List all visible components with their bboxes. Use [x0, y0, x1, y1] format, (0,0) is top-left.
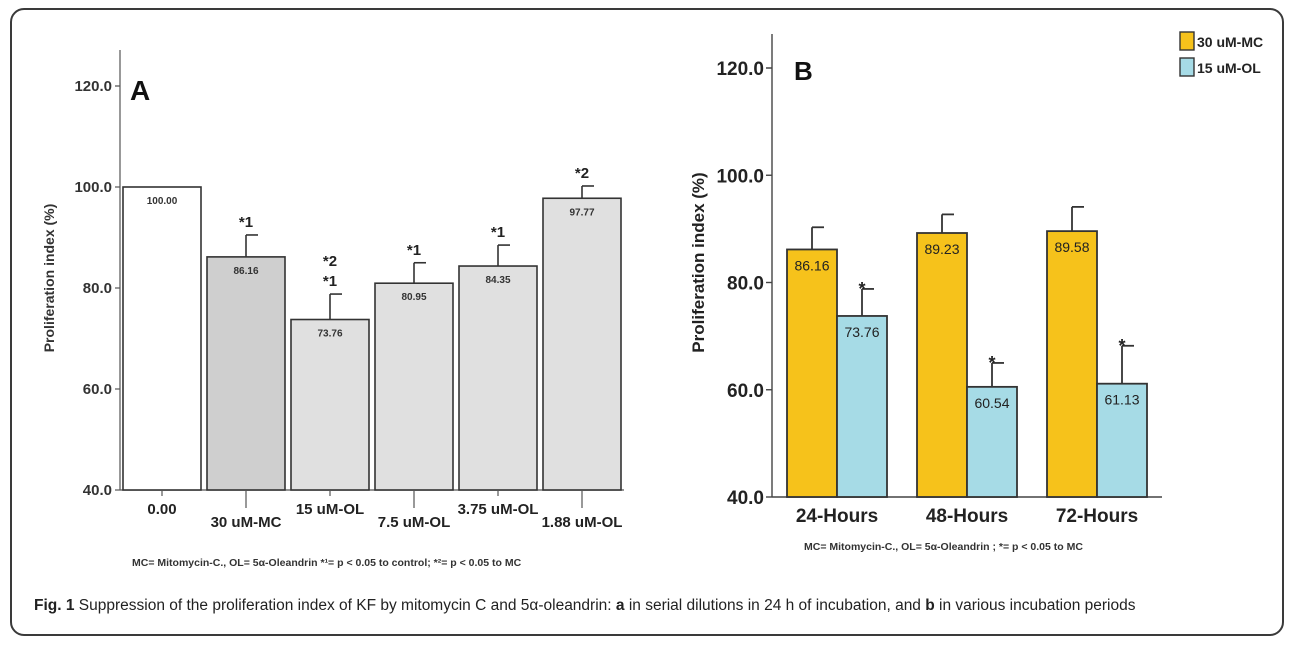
y-tick-label: 120.0: [74, 78, 112, 95]
significance-marker: *1: [323, 273, 337, 290]
x-tick-label: 15 uM-OL: [296, 501, 364, 518]
caption-b: b: [925, 597, 935, 614]
caption-text-3: in various incubation periods: [934, 597, 1136, 614]
significance-marker: *1: [239, 214, 253, 231]
footnote: MC= Mitomycin-C., OL= 5α-Oleandrin *¹= p…: [132, 557, 522, 569]
x-tick-label: 7.5 uM-OL: [378, 514, 451, 531]
bar: [122, 186, 202, 491]
significance-marker: *: [988, 353, 995, 373]
x-tick-label: 72-Hours: [1056, 506, 1138, 527]
bar: [1046, 230, 1098, 498]
data-label: 89.23: [924, 241, 959, 257]
y-tick-label: 60.0: [83, 381, 112, 398]
bar: [786, 248, 838, 498]
bar: [206, 256, 286, 491]
chart-panel-b: 40.0 60.0 80.0 100.0 120.0 Proliferation inde…: [689, 31, 1263, 553]
x-tick-label: 24-Hours: [796, 506, 878, 527]
chart-panel-a: 40.0 60.0 80.0 100.0 120.0 Proliferation inde…: [41, 50, 624, 569]
x-tick-label: 48-Hours: [926, 506, 1008, 527]
y-tick-label: 40.0: [83, 482, 112, 499]
bar: [836, 315, 888, 498]
footnote: MC= Mitomycin-C., OL= 5α-Oleandrin ; *= …: [804, 541, 1083, 553]
bar: [458, 265, 538, 491]
bar: [374, 282, 454, 491]
bar: [916, 232, 968, 498]
legend-swatch: [1179, 31, 1195, 51]
y-tick-label: 100.0: [74, 179, 112, 196]
data-label: 80.95: [401, 292, 426, 303]
x-tick-label: 0.00: [147, 501, 176, 518]
figure-frame: 40.0 60.0 80.0 100.0 120.0 Proliferation inde…: [10, 8, 1284, 636]
y-tick-label: 120.0: [716, 59, 764, 80]
x-tick-label: 1.88 uM-OL: [542, 514, 623, 531]
bar: [966, 385, 1018, 498]
x-tick-label: 3.75 uM-OL: [458, 501, 539, 518]
data-label: 73.76: [317, 329, 342, 340]
y-tick-label: 100.0: [716, 166, 764, 187]
y-tick-label: 40.0: [727, 488, 764, 509]
panel-label-b: B: [794, 56, 813, 86]
y-axis-label: Proliferation index (%): [689, 172, 708, 352]
y-tick-label: 60.0: [727, 381, 764, 402]
caption-text-1: Suppression of the proliferation index o…: [74, 597, 616, 614]
significance-marker: *1: [491, 224, 505, 241]
data-label: 86.16: [233, 266, 258, 277]
bar: [290, 318, 370, 491]
y-axis-label: Proliferation index (%): [41, 204, 57, 353]
data-label: 61.13: [1104, 392, 1139, 408]
legend-label: 15 uM-OL: [1197, 60, 1261, 76]
data-label: 100.00: [147, 196, 178, 207]
data-label: 89.58: [1054, 239, 1089, 255]
significance-marker: *2: [575, 165, 589, 182]
bar: [1096, 382, 1148, 498]
y-tick-label: 80.0: [83, 280, 112, 297]
significance-marker: *1: [407, 242, 421, 259]
x-tick-label: 30 uM-MC: [211, 514, 282, 531]
data-label: 73.76: [844, 324, 879, 340]
data-label: 86.16: [794, 257, 829, 273]
y-tick-label: 80.0: [727, 274, 764, 295]
caption-text-2: in serial dilutions in 24 h of incubatio…: [624, 597, 926, 614]
caption-a: a: [615, 597, 625, 614]
bar: [542, 197, 622, 491]
data-label: 84.35: [485, 275, 510, 286]
legend-swatch: [1179, 57, 1195, 77]
caption-fig-label: Fig. 1: [34, 597, 75, 614]
figure-caption: Fig. 1 Suppression of the proliferation …: [34, 596, 1282, 616]
significance-marker: *2: [323, 253, 337, 270]
legend-label: 30 uM-MC: [1197, 34, 1263, 50]
panel-label-a: A: [130, 75, 150, 106]
data-label: 60.54: [974, 395, 1009, 411]
data-label: 97.77: [569, 207, 594, 218]
significance-marker: *: [858, 279, 865, 299]
significance-marker: *: [1118, 336, 1125, 356]
